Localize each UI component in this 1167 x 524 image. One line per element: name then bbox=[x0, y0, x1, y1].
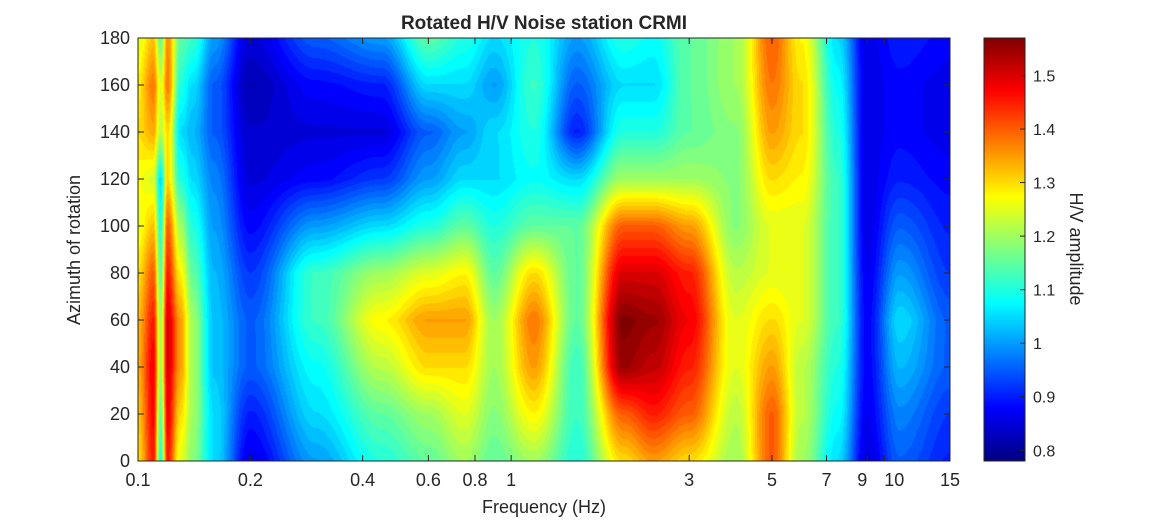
colorbar-tick-label: 0.9 bbox=[1033, 390, 1055, 407]
colorbar-frame bbox=[983, 37, 1026, 462]
colorbar-tick-label: 1.1 bbox=[1033, 283, 1055, 300]
x-axis-label: Frequency (Hz) bbox=[482, 497, 606, 517]
y-tick-label: 100 bbox=[100, 216, 130, 236]
y-tick-label: 180 bbox=[100, 28, 130, 48]
x-tick-label: 0.4 bbox=[350, 470, 375, 490]
colorbar-tick-label: 1.3 bbox=[1033, 176, 1055, 193]
y-axis-ticks: 0 20 40 60 80 100 120 140 160 180 bbox=[100, 28, 950, 471]
x-tick-label: 7 bbox=[821, 470, 831, 490]
x-axis-ticks: 0.1 0.2 0.4 0.6 0.8 1 3 5 7 9 10 15 bbox=[125, 38, 960, 490]
colorbar-tick-label: 1 bbox=[1033, 336, 1042, 353]
plot-area-frame bbox=[137, 37, 951, 462]
colorbar-gradient bbox=[984, 38, 1025, 461]
chart-title: Rotated H/V Noise station CRMI bbox=[401, 13, 687, 34]
y-tick-label: 40 bbox=[110, 357, 130, 377]
x-tick-label: 9 bbox=[857, 470, 867, 490]
colorbar-tick-label: 1.4 bbox=[1033, 122, 1055, 139]
colorbar-label: H/V amplitude bbox=[1066, 192, 1086, 305]
y-axis-label: Azimuth of rotation bbox=[64, 175, 84, 325]
y-tick-label: 80 bbox=[110, 263, 130, 283]
y-tick-label: 0 bbox=[120, 451, 130, 471]
y-tick-label: 140 bbox=[100, 122, 130, 142]
x-tick-label: 0.6 bbox=[416, 470, 441, 490]
x-tick-label: 0.2 bbox=[238, 470, 263, 490]
heatmap-plot-image bbox=[138, 38, 950, 461]
x-tick-label: 1 bbox=[506, 470, 516, 490]
y-tick-label: 120 bbox=[100, 169, 130, 189]
colorbar-tick-label: 0.8 bbox=[1033, 443, 1055, 460]
y-tick-label: 20 bbox=[110, 404, 130, 424]
x-tick-label: 0.8 bbox=[462, 470, 487, 490]
x-tick-label: 3 bbox=[684, 470, 694, 490]
colorbar-tick-label: 1.5 bbox=[1033, 68, 1055, 85]
y-tick-label: 160 bbox=[100, 75, 130, 95]
colorbar-tick-label: 1.2 bbox=[1033, 229, 1055, 246]
y-tick-label: 60 bbox=[110, 310, 130, 330]
x-tick-label: 5 bbox=[767, 470, 777, 490]
colorbar-ticks: 0.8 0.9 1 1.1 1.2 1.3 1.4 1.5 bbox=[1020, 68, 1055, 460]
x-tick-label: 15 bbox=[940, 470, 960, 490]
x-tick-label: 10 bbox=[884, 470, 904, 490]
x-tick-label: 0.1 bbox=[125, 470, 150, 490]
